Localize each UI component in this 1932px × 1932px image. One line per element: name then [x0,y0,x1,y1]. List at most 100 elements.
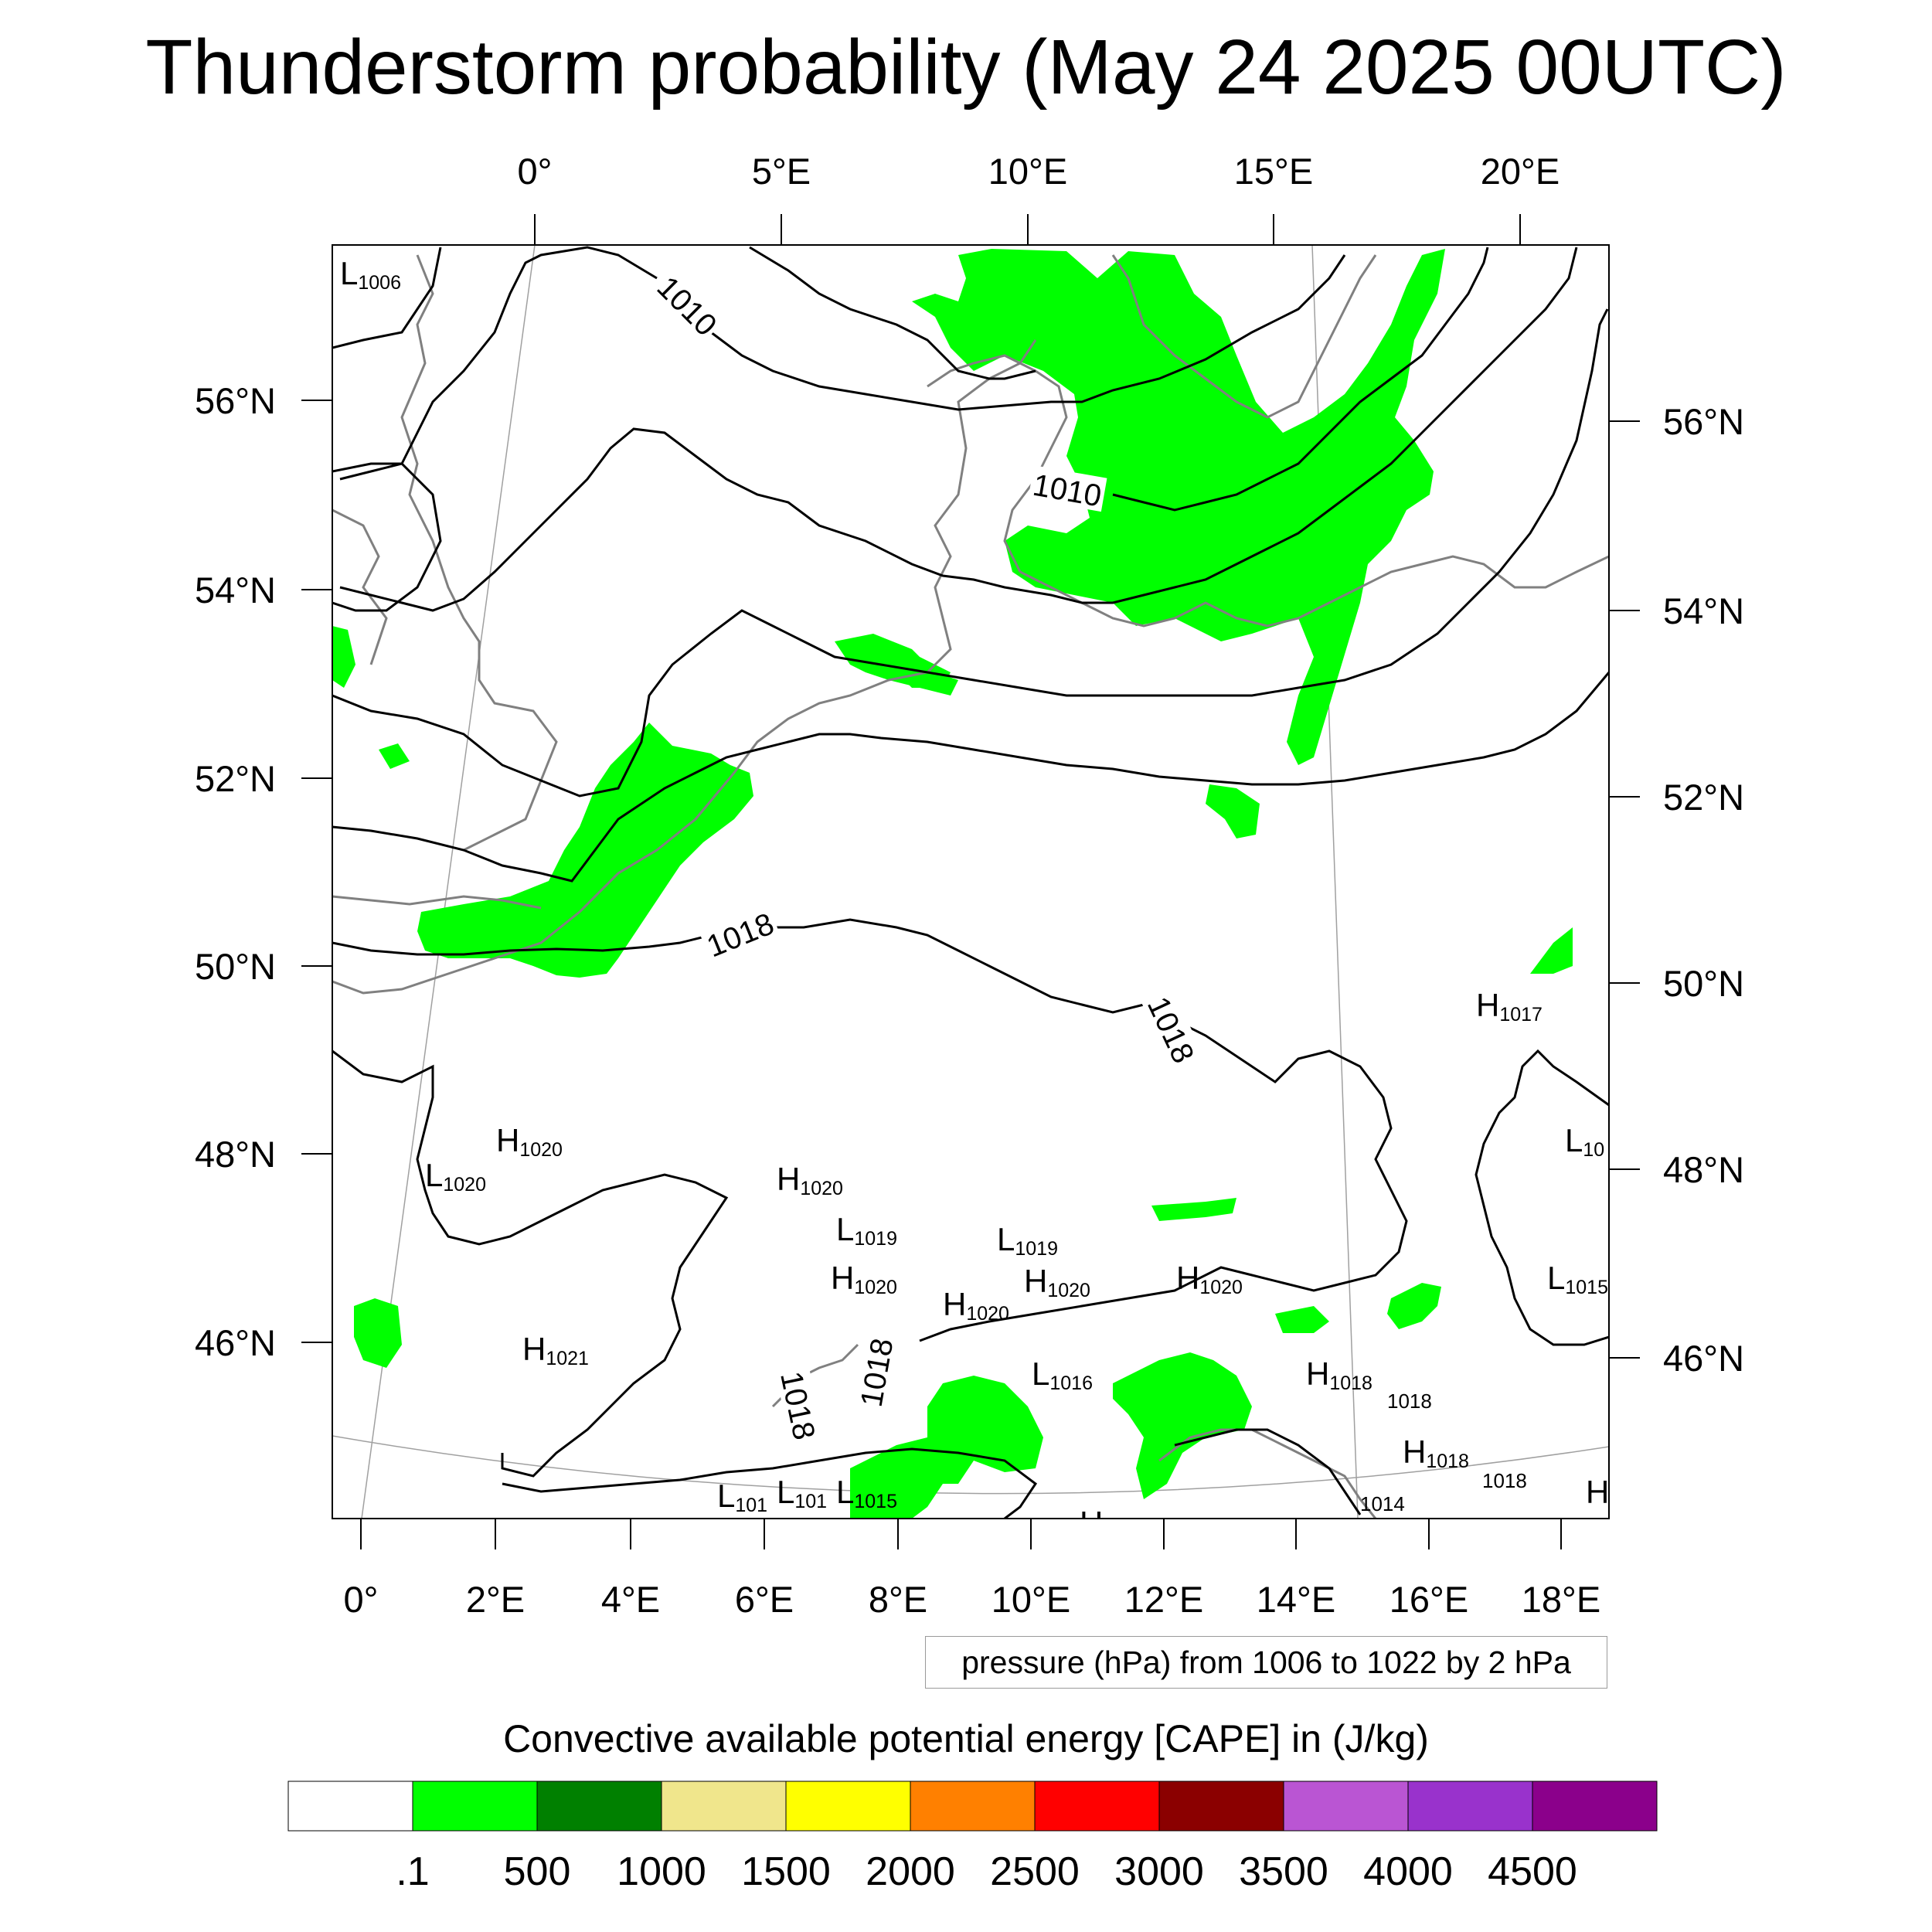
chart-title: Thunderstorm probability (May 24 2025 00… [145,24,1787,111]
cape-area-poland [1206,784,1260,838]
colorbar-label: 4000 [1363,1849,1453,1894]
contour-info-box: pressure (hPa) from 1006 to 1022 by 2 hP… [925,1636,1607,1689]
right-tick-label: 54°N [1663,590,1744,631]
cape-area-alps [1151,1198,1236,1221]
right-tick-label: 50°N [1663,963,1744,1004]
colorbar-label: 3000 [1114,1849,1204,1894]
colorbar-label: 2500 [990,1849,1080,1894]
colorbar-label: 3500 [1239,1849,1328,1894]
isobar-1014 [332,308,1609,798]
cape-area-eng-small [379,743,410,769]
coastline-baltic-south [1019,555,1609,628]
colorbar-swatch [1158,1781,1284,1832]
pressure-center-high: H1020 [943,1286,1009,1325]
bottom-tick-label: 6°E [735,1579,794,1620]
cape-area-hungary [1387,1283,1441,1329]
colorbar-swatch [661,1781,787,1832]
bottom-tick-label: 10°E [992,1579,1070,1620]
colorbar [287,1781,1658,1832]
colorbar-label: 1500 [741,1849,831,1894]
isobar-1010-c [1112,247,1489,512]
pressure-center-high: H [1586,1474,1609,1510]
bottom-tick-label: 0° [344,1579,379,1620]
pressure-center-high: H1020 [1176,1260,1243,1298]
bottom-tick-label: 8°E [869,1579,927,1620]
pressure-centers: L1006 H1020 L1020 H1020 L1019 L1019 H102… [340,255,1609,1541]
top-tick-label: 15°E [1234,151,1313,192]
top-tick-label: 5°E [752,151,811,192]
pressure-center-low: L101 [777,1474,827,1512]
left-tick-label: 52°N [195,758,276,799]
pressure-center-high: H1021 [522,1331,589,1369]
left-tick-label: 54°N [195,570,276,611]
pressure-center-low: L1019 [836,1211,897,1250]
bottom-tick-label: 2°E [466,1579,525,1620]
left-tick-label: 46°N [195,1322,276,1363]
bottom-tick-label: 12°E [1124,1579,1203,1620]
colorbar-swatch [1407,1781,1533,1832]
pressure-center-high: H [1080,1505,1103,1541]
coastline-uk-south [332,895,542,910]
cape-area-france [354,1298,402,1368]
coastline-sweden [1111,254,1377,419]
left-axis-labels: 56°N 54°N 52°N 50°N 48°N 46°N [195,380,276,1363]
pressure-center-high: H1020 [831,1260,897,1298]
isobar-1012-a [332,462,442,612]
isobar-1006-a [332,247,442,349]
pressure-center-low: L10 [1565,1122,1604,1161]
pressure-center-high: H1020 [777,1161,843,1199]
colorbar-swatch [1283,1781,1409,1832]
right-tick-label: 56°N [1663,401,1744,442]
right-tick-label: 52°N [1663,777,1744,818]
isobar-1010-b [749,246,1036,380]
isobar-1018-west [332,1049,729,1478]
isobar-value: 1018 [1387,1389,1432,1413]
left-tick-label: 56°N [195,380,276,421]
colorbar-swatch [287,1781,413,1832]
colorbar-swatch [910,1781,1036,1832]
graticule-45n [332,1435,1609,1495]
tick-marks [301,214,1640,1549]
plot-frame [332,244,1610,1519]
cape-area-austria [1275,1306,1329,1333]
pressure-center-high: H1020 [1024,1263,1090,1301]
pressure-center-high: H1018 [1306,1355,1372,1394]
left-tick-label: 48°N [195,1134,276,1175]
coastline-uk-west [332,509,388,665]
isobar-value: 1018 [1482,1469,1527,1492]
pressure-center-low: L1020 [425,1157,486,1196]
pressure-center-high: H1018 [1403,1434,1469,1472]
bottom-tick-label: 18°E [1522,1579,1600,1620]
isobars [332,246,1609,1519]
colorbar-label: .1 [396,1849,430,1894]
colorbar-label: 4500 [1488,1849,1577,1894]
pressure-center-low: L101 [717,1478,767,1516]
colorbar-swatch [1532,1781,1658,1832]
right-tick-label: 46°N [1663,1338,1744,1379]
pressure-center-high: H1017 [1476,987,1543,1026]
pressure-center-low: L1019 [997,1221,1058,1260]
top-tick-label: 10°E [988,151,1067,192]
colorbar-label: 2000 [866,1849,955,1894]
colorbar-swatch [785,1781,911,1832]
pressure-center-low: L1006 [340,255,401,294]
loose-values: 1018 1018 1014 [1360,1389,1527,1515]
cape-area-slovakia [1530,927,1573,974]
isobar-1018-south [502,1447,1038,1519]
colorbar-swatch [412,1781,538,1832]
colorbar-label: 1000 [617,1849,706,1894]
right-axis-labels: 56°N 54°N 52°N 50°N 48°N 46°N [1663,401,1744,1379]
right-tick-label: 48°N [1663,1149,1744,1190]
cape-area-adriatic [1113,1352,1252,1499]
isobar-1012-b [339,247,1578,612]
pressure-center-low: L1015 [836,1474,897,1512]
colorbar-swatch [536,1781,662,1832]
cape-area-brittany [332,626,355,688]
coastline-adriatic [1158,1428,1377,1519]
pressure-center-high: H1020 [496,1122,563,1161]
cape-area-scandinavia [912,249,1445,765]
isobar-1016 [332,672,1609,883]
top-tick-label: 0° [518,151,553,192]
isobar-value: 1014 [1360,1492,1405,1515]
